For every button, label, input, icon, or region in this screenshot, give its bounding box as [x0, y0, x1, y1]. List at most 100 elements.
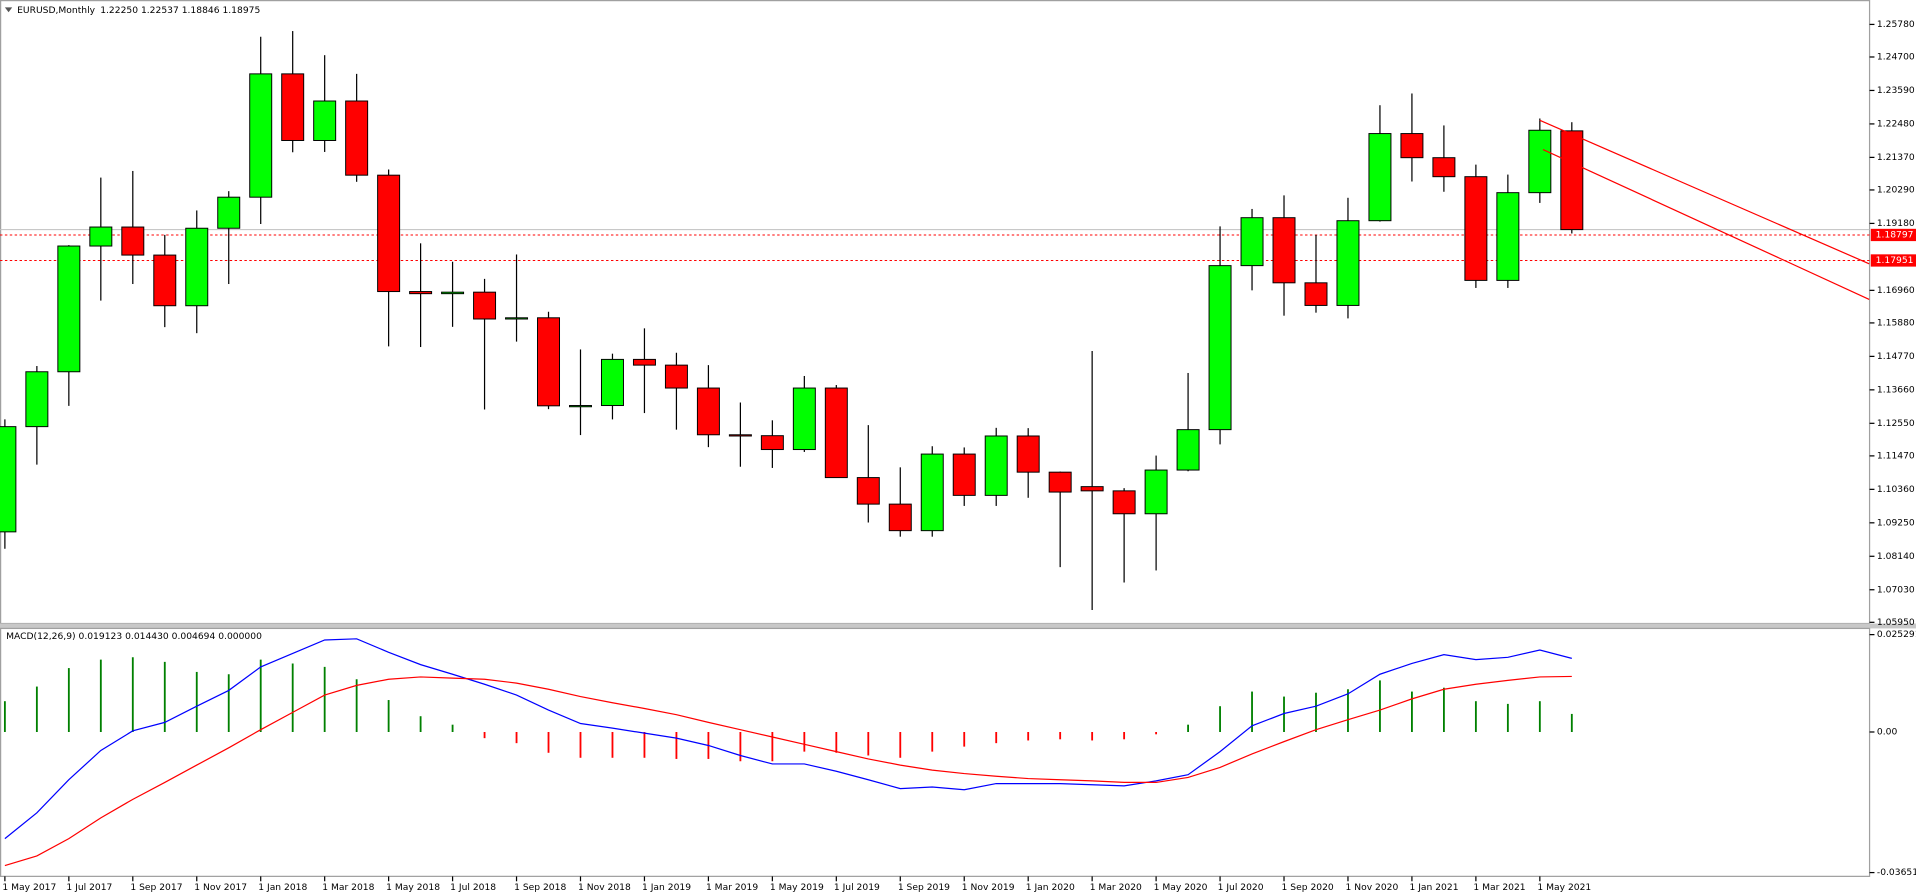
- macd-panel-frame: [0, 627, 1871, 877]
- candle-body: [728, 434, 752, 437]
- price-label-box: [1870, 228, 1916, 242]
- candle-body: [249, 73, 273, 198]
- x-tick-label: 1 Jan 2019: [642, 882, 691, 893]
- candle-body: [505, 317, 529, 320]
- y-tick-label: 1.21370: [1877, 152, 1915, 163]
- candle-body: [920, 453, 944, 532]
- y-tick-label: 1.10360: [1877, 484, 1915, 495]
- x-tick-label: 1 Jan 2020: [1026, 882, 1075, 893]
- x-tick-label: 1 May 2020: [1154, 882, 1208, 893]
- candle-body: [1048, 471, 1072, 493]
- x-tick-label: 1 May 2018: [386, 882, 440, 893]
- y-tick-label: 1.09250: [1877, 517, 1915, 528]
- y-tick-label: 1.20290: [1877, 184, 1915, 195]
- candle-body: [1400, 133, 1424, 159]
- candle-body: [984, 435, 1008, 496]
- y-tick-label: 1.05950: [1877, 617, 1915, 628]
- candle-body: [1464, 176, 1488, 281]
- candle-body: [153, 254, 177, 307]
- x-tick-label: 1 Mar 2021: [1473, 882, 1525, 893]
- candle-body: [1112, 490, 1136, 515]
- x-tick-label: 1 Nov 2019: [962, 882, 1015, 893]
- candle-body: [377, 174, 401, 293]
- panel-separator: [0, 623, 1916, 629]
- candle-body: [1560, 130, 1584, 231]
- price-label: 1.18797: [1876, 229, 1914, 240]
- candle-body: [1368, 133, 1392, 222]
- candle-body: [217, 196, 241, 229]
- candle-body: [89, 226, 113, 247]
- candle-body: [824, 387, 848, 479]
- candle-body: [1240, 217, 1264, 267]
- candle-body: [1080, 486, 1104, 492]
- main-plot: [0, 31, 1870, 610]
- candle-body: [569, 405, 592, 408]
- y-tick-label: 1.19180: [1877, 218, 1915, 229]
- candle-body: [888, 503, 912, 532]
- y-tick-label: 1.23590: [1877, 85, 1915, 96]
- chart-subtitle: 1.22250 1.22537 1.18846 1.18975: [100, 5, 260, 16]
- chart-title: EURUSD,Monthly: [17, 5, 96, 16]
- x-tick-label: 1 Sep 2020: [1282, 882, 1334, 893]
- x-tick-label: 1 Mar 2019: [706, 882, 758, 893]
- price-label: 1.17951: [1876, 255, 1914, 266]
- candle-body: [1144, 469, 1168, 515]
- x-tick-label: 1 Nov 2017: [194, 882, 247, 893]
- candle-body: [1336, 220, 1360, 306]
- trend-line: [1542, 148, 1870, 300]
- y-tick-label: 1.12550: [1877, 418, 1915, 429]
- x-tick-label: 1 Jul 2017: [66, 882, 112, 893]
- candle-body: [1208, 265, 1232, 431]
- candle-body: [25, 371, 49, 428]
- y-tick-label: 1.11470: [1877, 450, 1915, 461]
- x-tick-label: 1 Nov 2020: [1346, 882, 1399, 893]
- x-tick-label: 1 Nov 2018: [578, 882, 631, 893]
- candle-body: [632, 358, 656, 366]
- candle-body: [473, 291, 497, 320]
- price-label-box: [1870, 254, 1916, 267]
- x-tick-label: 1 Jan 2018: [258, 882, 307, 893]
- macd-line: [4, 638, 1572, 840]
- x-tick-label: 1 May 2021: [1537, 882, 1591, 893]
- candle-body: [664, 364, 688, 389]
- axes: 1.25780 1.24700 1.23590 1.22480 1.21370 1.202…: [2, 19, 1916, 893]
- x-tick-label: 1 Jul 2018: [450, 882, 496, 893]
- candle-body: [1272, 217, 1296, 284]
- y-tick-label: 1.07030: [1877, 584, 1915, 595]
- candle-body: [696, 387, 720, 436]
- x-tick-label: 1 Sep 2017: [130, 882, 182, 893]
- candle-body: [345, 100, 369, 176]
- candle-body: [1016, 435, 1040, 473]
- candle-body: [1496, 192, 1520, 281]
- x-tick-label: 1 Jul 2019: [834, 882, 880, 893]
- y-tick-label: 1.22480: [1877, 118, 1915, 129]
- candle-body: [1432, 157, 1456, 178]
- y-tick-label: -0.036518: [1877, 867, 1916, 878]
- x-tick-label: 1 Jan 2021: [1409, 882, 1458, 893]
- candle-body: [57, 245, 81, 373]
- candle-body: [0, 426, 17, 533]
- macd-line: [4, 675, 1572, 867]
- trend-line: [1539, 119, 1870, 265]
- y-tick-label: 0.00: [1877, 726, 1898, 737]
- y-tick-label: 1.13660: [1877, 384, 1915, 395]
- x-tick-label: 1 Jul 2020: [1218, 882, 1264, 893]
- candle-body: [185, 227, 209, 307]
- candle-body: [856, 477, 880, 505]
- candle-body: [281, 73, 305, 141]
- y-tick-label: 1.14770: [1877, 351, 1915, 362]
- candle-body: [441, 291, 465, 295]
- x-tick-label: 1 Sep 2019: [898, 882, 950, 893]
- candle-body: [121, 226, 145, 256]
- x-tick-label: 1 May 2017: [2, 882, 56, 893]
- candle-body: [952, 453, 976, 496]
- y-tick-label: 1.16960: [1877, 285, 1915, 296]
- candle-body: [313, 100, 337, 141]
- candle-body: [792, 387, 816, 451]
- candle-body: [760, 435, 784, 451]
- candle-body: [1176, 429, 1200, 471]
- menu-triangle[interactable]: [4, 7, 13, 13]
